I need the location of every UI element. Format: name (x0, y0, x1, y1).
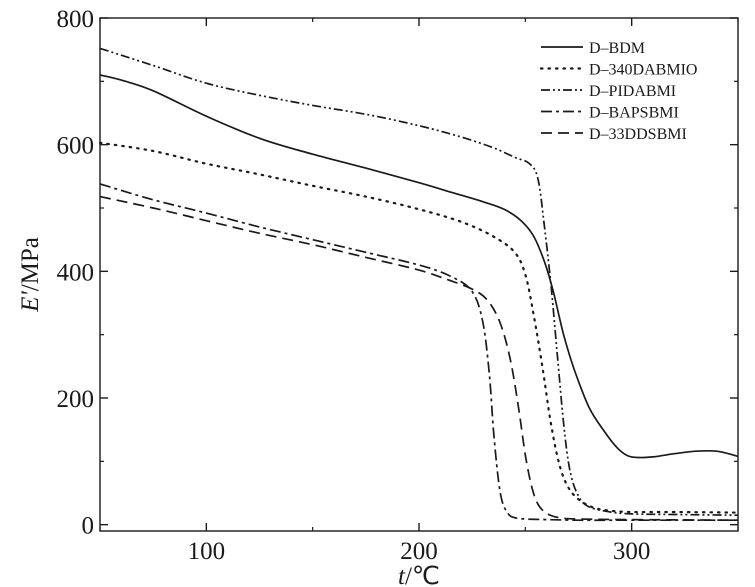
series-line-4 (99, 183, 738, 522)
legend-label: D–BDM (589, 40, 645, 57)
axis-ticks (99, 17, 739, 531)
legend-label: D–PIDABMI (589, 83, 676, 100)
series-line-2 (98, 141, 740, 514)
y-axis-title-unit: /MPa (17, 237, 44, 291)
y-tick-label: 200 (57, 386, 95, 413)
y-axis-title: E'/MPa (17, 237, 44, 313)
x-axis-title-symbol: t (398, 563, 406, 587)
y-tick-label: 600 (57, 133, 95, 160)
series-line-5 (99, 195, 739, 522)
axis-tick-labels: 100 200 300 0 200 400 600 800 (57, 6, 651, 565)
x-axis-title: t/℃ (398, 563, 440, 587)
x-axis-title-unit: /℃ (405, 563, 440, 587)
y-axis-title-symbol: E' (17, 291, 44, 313)
legend-label: D–33DDSBMI (589, 126, 687, 143)
x-tick-label: 300 (613, 538, 651, 565)
y-tick-label: 400 (57, 259, 95, 286)
legend-label: D–BAPSBMI (589, 105, 679, 122)
y-tick-label: 800 (57, 6, 95, 33)
legend: D–BDM D–340DABMIO D–PIDABMI D–BAPSBMI D–33DD… (539, 40, 697, 143)
series-line-3 (99, 47, 739, 517)
series-line-1 (99, 74, 739, 459)
legend-label: D–340DABMIO (589, 62, 697, 79)
x-tick-label: 200 (400, 538, 438, 565)
y-tick-label: 0 (82, 513, 95, 540)
series-layer (98, 47, 740, 522)
x-tick-label: 100 (188, 538, 226, 565)
